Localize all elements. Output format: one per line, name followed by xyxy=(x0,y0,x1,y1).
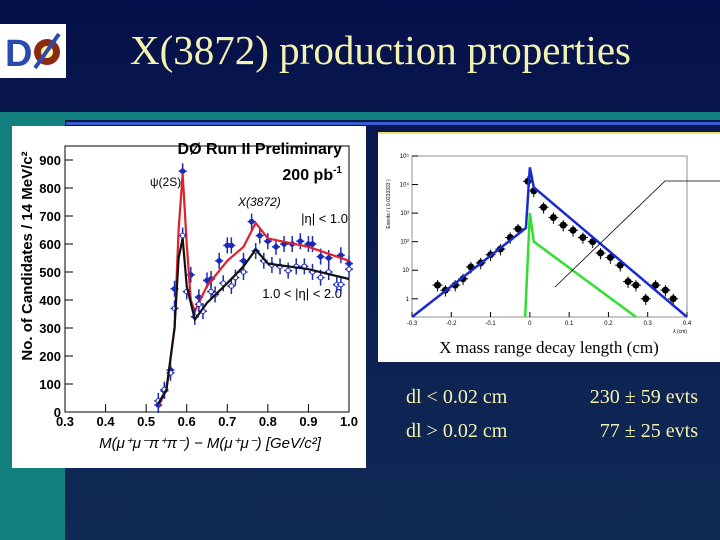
stat-cut-1: dl < 0.02 cm xyxy=(406,386,508,408)
data-point xyxy=(669,295,677,303)
data-point xyxy=(240,258,247,264)
data-point xyxy=(317,274,324,281)
data-point xyxy=(569,226,577,234)
data-point xyxy=(642,295,650,303)
data-point xyxy=(216,258,222,264)
x-tick-label: 0.5 xyxy=(137,414,155,429)
slide-title: X(3872) production properties xyxy=(130,27,631,73)
x-tick-label: 0.9 xyxy=(299,414,317,429)
fit-curve-0 xyxy=(411,167,688,318)
y-tick-label: 600 xyxy=(39,237,61,252)
data-point xyxy=(597,249,605,257)
data-point xyxy=(661,286,669,294)
data-point xyxy=(652,281,660,289)
data-point xyxy=(317,253,324,260)
y-tick-label: 10³ xyxy=(400,211,409,217)
x-tick-label: -0.1 xyxy=(485,321,496,327)
svg-text:D: D xyxy=(5,33,32,74)
stat-cut-2: dl > 0.02 cm xyxy=(406,420,508,442)
fit-curve-1 xyxy=(523,212,637,319)
y-tick-label: 10² xyxy=(400,240,409,246)
data-point xyxy=(514,225,522,233)
y-tick-label: 500 xyxy=(39,265,61,280)
x-tick-label: 0.3 xyxy=(56,414,74,429)
data-point xyxy=(285,267,291,274)
data-point xyxy=(208,288,214,295)
y-tick-label: 700 xyxy=(39,209,61,224)
x-tick-label: -0.3 xyxy=(407,321,418,327)
stat-value-1: 230 ± 59 evts xyxy=(589,386,698,408)
y-tick-label: 10 xyxy=(402,268,409,274)
x-tick-label: 0.7 xyxy=(218,414,236,429)
data-point xyxy=(179,168,186,175)
y-tick-label: 0 xyxy=(54,405,61,420)
x-tick-label: 0.6 xyxy=(178,414,196,429)
x-tick-label: 0.4 xyxy=(683,321,692,327)
mass-plot-panel: 0.3 0.4 0.5 0.6 0.7 0.8 0.9 1.0 0 100 200 300 400 500… xyxy=(12,126,366,468)
mass-difference-chart: 0.3 0.4 0.5 0.6 0.7 0.8 0.9 1.0 0 100 200 300 400 500… xyxy=(19,141,358,452)
data-point xyxy=(338,281,344,288)
x-tick-label: 0.1 xyxy=(565,321,574,327)
x-tick-label: 1.0 xyxy=(340,414,358,429)
plot-frame xyxy=(411,155,688,318)
data-point xyxy=(549,214,557,222)
data-point xyxy=(540,203,548,211)
y-tick-label: 100 xyxy=(39,377,61,392)
y-tick-label: 200 xyxy=(39,349,61,364)
data-point xyxy=(228,242,235,249)
y-tick-label: 400 xyxy=(39,293,61,308)
legend-eta-forward: 1.0 < |η| < 2.0 xyxy=(262,286,342,301)
x-tick-label: 0 xyxy=(528,321,532,327)
data-point xyxy=(179,232,186,239)
y-tick-label: 10⁴ xyxy=(400,182,410,189)
data-point xyxy=(196,301,202,307)
pointer-line xyxy=(554,180,720,288)
fit-curve-1 xyxy=(157,238,350,405)
divider-line xyxy=(66,122,720,125)
x-tick-label: 0.2 xyxy=(604,321,613,327)
y-axis-label: Events / ( 0.0233333 ) xyxy=(386,179,392,229)
data-point xyxy=(240,269,247,275)
decay-length-chart: -0.3 -0.2 -0.1 0 0.1 0.2 0.3 0.4 1 10 10² 10³ 10⁴ 10⁵… xyxy=(386,153,720,335)
legend-eta-central: |η| < 1.0 xyxy=(301,211,348,226)
data-point xyxy=(256,232,263,239)
data-point xyxy=(220,280,227,286)
d0-logo-icon: D xyxy=(5,32,61,74)
decay-length-caption: X mass range decay length (cm) xyxy=(439,338,659,357)
data-point xyxy=(273,244,279,250)
x-axis-label: M(μ⁺μ⁻π⁺π⁻) − M(μ⁺μ⁻) [GeV/c²] xyxy=(99,435,322,452)
d0-logo: D xyxy=(0,24,66,78)
data-point xyxy=(309,241,316,247)
y-tick-label: 1 xyxy=(406,297,410,303)
y-tick-label: 900 xyxy=(39,153,61,168)
decay-length-panel: -0.3 -0.2 -0.1 0 0.1 0.2 0.3 0.4 1 10 10² 10³ 10⁴ 10⁵… xyxy=(378,132,720,362)
y-axis-label: No. of Candidates / 14 MeV/c² xyxy=(19,151,36,360)
x-axis-label: λ (cm) xyxy=(673,329,687,335)
y-tick-label: 10⁵ xyxy=(400,153,410,160)
x-tick-label: 0.4 xyxy=(97,414,116,429)
x-tick-label: -0.2 xyxy=(446,321,457,327)
data-point xyxy=(297,238,304,244)
psi2s-annotation: ψ(2S) xyxy=(150,175,181,189)
data-point xyxy=(579,233,587,241)
y-tick-label: 800 xyxy=(39,181,61,196)
stat-value-2: 77 ± 25 evts xyxy=(599,420,698,442)
data-point xyxy=(559,221,567,229)
data-point xyxy=(434,281,442,289)
data-point xyxy=(346,266,352,272)
data-point xyxy=(624,278,632,286)
data-point xyxy=(325,255,332,261)
data-point xyxy=(606,253,614,261)
x-tick-label: 0.3 xyxy=(644,321,653,327)
chart-subtitle: 200 pb-1 xyxy=(282,165,342,184)
teal-band xyxy=(0,112,720,120)
x3872-annotation: X(3872) xyxy=(237,195,281,209)
x-tick-label: 0.8 xyxy=(259,414,277,429)
chart-title: DØ Run II Preliminary xyxy=(178,141,343,158)
data-point xyxy=(632,281,640,289)
data-point xyxy=(228,283,235,289)
y-tick-label: 300 xyxy=(39,321,61,336)
data-point xyxy=(248,218,255,225)
